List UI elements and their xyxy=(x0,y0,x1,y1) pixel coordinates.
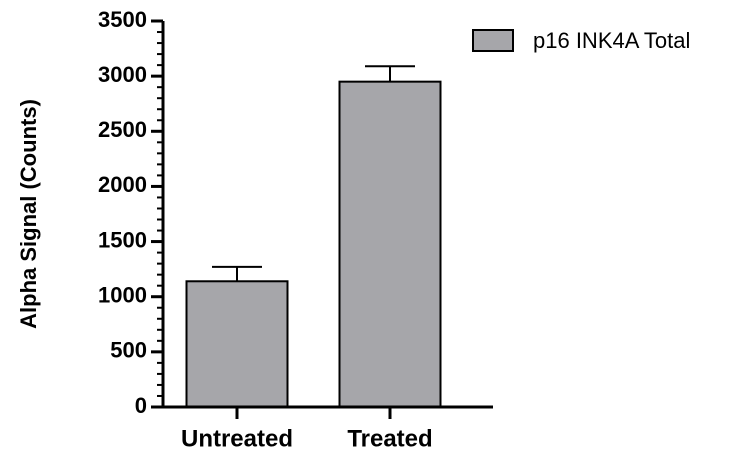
y-tick-label: 1000 xyxy=(98,283,147,308)
x-ticks xyxy=(235,407,392,419)
y-tick-label: 2000 xyxy=(98,172,147,197)
y-major-ticks xyxy=(151,19,163,409)
error-bars xyxy=(212,65,415,282)
y-axis-title: Alpha Signal (Counts) xyxy=(16,99,41,329)
legend-swatch xyxy=(472,29,514,52)
legend: p16 INK4A Total xyxy=(472,28,690,53)
y-tick-label: 3000 xyxy=(98,62,147,87)
bar-treated xyxy=(338,80,442,409)
legend-label: p16 INK4A Total xyxy=(533,28,690,53)
bar-untreated xyxy=(185,280,289,409)
x-tick-label: Treated xyxy=(347,425,432,451)
x-tick-label: Untreated xyxy=(181,425,293,451)
y-tick-labels: 0 500 1000 1500 2000 2500 3000 3500 xyxy=(98,7,147,418)
y-tick-label: 2500 xyxy=(98,117,147,142)
y-tick-label: 500 xyxy=(110,338,147,363)
y-tick-label: 0 xyxy=(135,393,147,418)
bars xyxy=(185,80,442,409)
y-tick-label: 3500 xyxy=(98,7,147,32)
x-tick-labels: Untreated Treated xyxy=(181,425,433,451)
y-tick-label: 1500 xyxy=(98,227,147,252)
